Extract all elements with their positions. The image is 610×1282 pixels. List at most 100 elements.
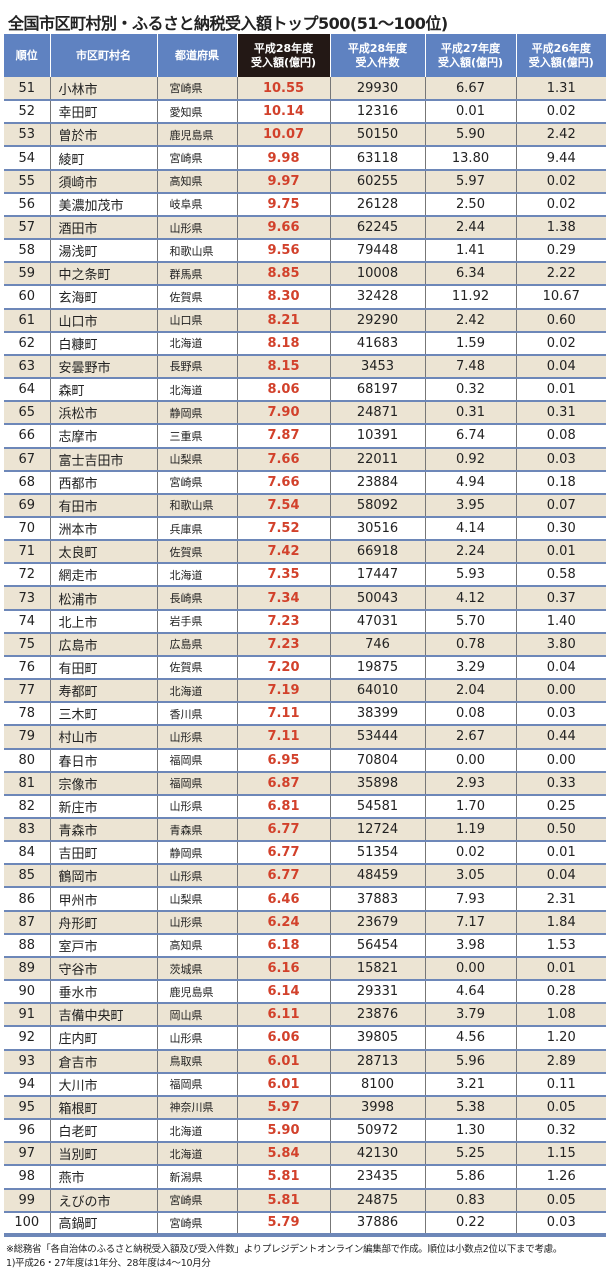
cell-prefecture: 福岡県	[156, 771, 237, 796]
cell-h28-count: 50972	[329, 1119, 425, 1144]
cell-rank: 54	[4, 146, 50, 171]
table-row: 71 太良町 佐賀県 7.42 66918 2.24 0.01	[4, 540, 606, 565]
cell-prefecture: 神奈川県	[156, 1095, 237, 1121]
table-row: 52 幸田町 愛知県 10.14 12316 0.01 0.02	[4, 100, 606, 125]
cell-h26-amount: 0.60	[515, 308, 606, 333]
cell-h28-amount: 7.23	[236, 609, 330, 634]
cell-rank: 91	[4, 1003, 50, 1028]
cell-rank: 65	[4, 401, 50, 426]
cell-prefecture: 山口県	[156, 308, 237, 333]
table-row: 100 高鍋町 宮崎県 5.79 37886 0.22 0.03	[4, 1211, 606, 1237]
cell-h28-count: 24875	[329, 1188, 425, 1213]
table-row: 85 鶴岡市 山形県 6.77 48459 3.05 0.04	[4, 864, 606, 889]
cell-h28-amount: 9.66	[236, 215, 330, 241]
cell-h28-count: 30516	[329, 516, 425, 542]
table-row: 89 守谷市 茨城県 6.16 15821 0.00 0.01	[4, 956, 606, 982]
table-row: 74 北上市 岩手県 7.23 47031 5.70 1.40	[4, 609, 606, 634]
cell-h28-count: 42130	[329, 1142, 425, 1167]
cell-prefecture: 宮崎県	[156, 470, 237, 495]
cell-h28-count: 47031	[329, 609, 425, 634]
cell-h28-amount: 7.42	[236, 540, 330, 565]
cell-h28-amount: 8.85	[236, 262, 330, 287]
cell-h28-count: 8100	[329, 1072, 425, 1097]
cell-rank: 64	[4, 378, 50, 403]
cell-h26-amount: 1.26	[515, 1165, 606, 1190]
cell-h28-amount: 6.95	[236, 748, 330, 773]
header-prefecture: 都道府県	[156, 34, 237, 77]
table-row: 90 垂水市 鹿児島県 6.14 29331 4.64 0.28	[4, 980, 606, 1005]
cell-prefecture: 佐賀県	[156, 540, 237, 565]
cell-rank: 59	[4, 262, 50, 287]
table-row: 70 洲本市 兵庫県 7.52 30516 4.14 0.30	[4, 516, 606, 542]
table-row: 96 白老町 北海道 5.90 50972 1.30 0.32	[4, 1119, 606, 1144]
cell-h28-count: 746	[329, 632, 425, 657]
cell-prefecture: 福岡県	[156, 748, 237, 773]
cell-h28-count: 54581	[329, 794, 425, 820]
cell-h26-amount: 2.31	[515, 887, 606, 912]
cell-h27-amount: 2.44	[424, 215, 516, 241]
cell-h26-amount: 0.02	[515, 331, 606, 356]
cell-rank: 98	[4, 1165, 50, 1190]
cell-h26-amount: 3.80	[515, 632, 606, 657]
cell-rank: 82	[4, 794, 50, 820]
cell-h26-amount: 0.04	[515, 354, 606, 380]
cell-h28-amount: 7.35	[236, 563, 330, 588]
cell-rank: 79	[4, 725, 50, 750]
cell-h26-amount: 0.30	[515, 516, 606, 542]
table-body: 51 小林市 宮崎県 10.55 29930 6.67 1.31 52 幸田町 愛知県 10.14 1…	[4, 77, 606, 1237]
cell-municipality: 中之条町	[49, 262, 157, 287]
cell-h28-amount: 6.77	[236, 818, 330, 843]
header-h27-amount: 平成27年度 受入額(億円)	[424, 34, 516, 77]
cell-prefecture: 佐賀県	[156, 655, 237, 681]
cell-municipality: 綾町	[49, 146, 157, 171]
cell-h28-count: 19875	[329, 655, 425, 681]
cell-h28-amount: 8.06	[236, 378, 330, 403]
cell-municipality: 浜松市	[49, 401, 157, 426]
cell-municipality: 安曇野市	[49, 354, 157, 380]
cell-h26-amount: 1.08	[515, 1003, 606, 1028]
cell-h28-amount: 7.66	[236, 447, 330, 472]
cell-h27-amount: 0.92	[424, 447, 516, 472]
cell-h26-amount: 0.58	[515, 563, 606, 588]
cell-municipality: 幸田町	[49, 100, 157, 125]
cell-h27-amount: 1.41	[424, 239, 516, 264]
cell-prefecture: 香川県	[156, 702, 237, 727]
table-row: 75 広島市 広島県 7.23 746 0.78 3.80	[4, 632, 606, 657]
table-row: 68 西都市 宮崎県 7.66 23884 4.94 0.18	[4, 470, 606, 495]
cell-h27-amount: 5.86	[424, 1165, 516, 1190]
cell-rank: 86	[4, 887, 50, 912]
cell-h27-amount: 3.05	[424, 864, 516, 889]
cell-h27-amount: 2.93	[424, 771, 516, 796]
cell-h28-count: 22011	[329, 447, 425, 472]
cell-h28-amount: 8.30	[236, 285, 330, 310]
cell-prefecture: 三重県	[156, 424, 237, 449]
table-row: 83 青森市 青森県 6.77 12724 1.19 0.50	[4, 818, 606, 843]
cell-h28-amount: 6.14	[236, 980, 330, 1005]
cell-municipality: 鶴岡市	[49, 864, 157, 889]
table-row: 77 寿都町 北海道 7.19 64010 2.04 0.00	[4, 679, 606, 704]
cell-h28-amount: 10.14	[236, 100, 330, 125]
cell-h28-count: 70804	[329, 748, 425, 773]
cell-h28-count: 10391	[329, 424, 425, 449]
cell-h26-amount: 0.01	[515, 540, 606, 565]
cell-prefecture: 山形県	[156, 215, 237, 241]
cell-h28-count: 23876	[329, 1003, 425, 1028]
table-row: 93 倉吉市 鳥取県 6.01 28713 5.96 2.89	[4, 1049, 606, 1074]
cell-h28-count: 29331	[329, 980, 425, 1005]
cell-rank: 53	[4, 123, 50, 148]
cell-h26-amount: 1.31	[515, 77, 606, 102]
cell-h26-amount: 0.04	[515, 864, 606, 889]
cell-municipality: 山口市	[49, 308, 157, 333]
cell-h27-amount: 6.74	[424, 424, 516, 449]
cell-rank: 67	[4, 447, 50, 472]
cell-h28-amount: 5.90	[236, 1119, 330, 1144]
cell-municipality: 当別町	[49, 1142, 157, 1167]
cell-rank: 99	[4, 1188, 50, 1213]
cell-h28-amount: 7.23	[236, 632, 330, 657]
cell-municipality: 松浦市	[49, 586, 157, 611]
period-note: 1)平成26・27年度は1年分、28年度は4〜10月分	[6, 1257, 211, 1269]
cell-municipality: 酒田市	[49, 215, 157, 241]
cell-rank: 73	[4, 586, 50, 611]
cell-rank: 84	[4, 841, 50, 866]
cell-municipality: 白老町	[49, 1119, 157, 1144]
